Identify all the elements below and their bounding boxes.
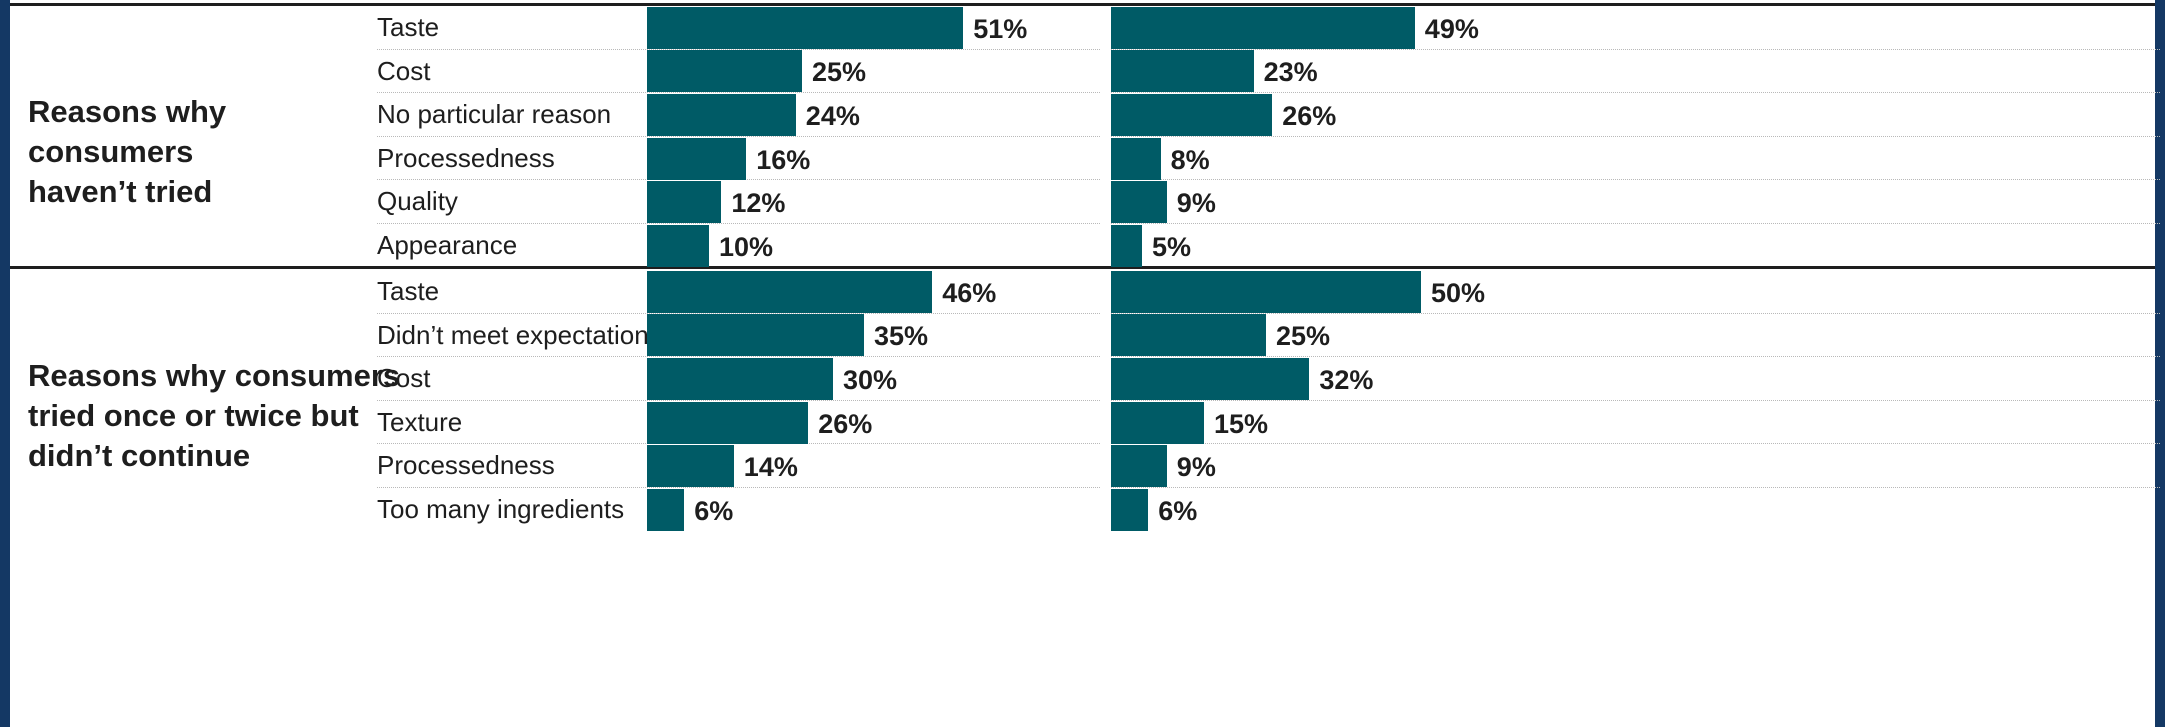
bar [647, 137, 747, 180]
data-label: 12% [731, 188, 786, 219]
data-label: 26% [1282, 101, 1337, 131]
category-label: Taste [377, 276, 440, 306]
category-label: Too many ingredients [377, 494, 625, 524]
bar [1111, 50, 1254, 93]
category-label: Taste [377, 12, 440, 42]
data-label: 50% [1431, 277, 1486, 308]
top-rule [10, 3, 2155, 6]
data-label: 6% [694, 495, 734, 526]
data-label: 26% [818, 408, 873, 439]
row-separator [377, 443, 1100, 445]
bar [1111, 94, 1273, 136]
bar [647, 94, 796, 136]
category-label: Texture [377, 406, 463, 437]
data-label: 14% [743, 452, 798, 483]
bar [647, 358, 833, 400]
row-separator [1111, 135, 2160, 137]
row-separator [1111, 312, 2160, 314]
data-label: 49% [1424, 13, 1479, 44]
row-separator [377, 48, 1100, 50]
row-separator [377, 223, 1100, 224]
group-label-line: tried once or twice but [28, 398, 359, 433]
group-label-line: consumers [28, 134, 194, 169]
row-separator [1111, 443, 2160, 445]
section-divider [10, 266, 2155, 269]
row-separator [1111, 179, 2160, 181]
group-label: Reasons why consumers haven’t tried [28, 92, 498, 212]
bar [647, 488, 685, 531]
row-separator [377, 399, 1100, 401]
bar [647, 401, 809, 444]
bar [1111, 488, 1149, 531]
category-label: Quality [377, 186, 458, 217]
data-label: 15% [1214, 408, 1269, 439]
group-label: Reasons why consumers tried once or twice… [28, 356, 498, 476]
data-label: 9% [1176, 452, 1216, 483]
frame-right [2155, 0, 2165, 727]
data-label: 9% [1176, 188, 1216, 219]
data-label: 23% [1263, 57, 1318, 88]
row-separator [1111, 48, 2160, 50]
data-label: 35% [874, 321, 929, 352]
bar [1111, 137, 1161, 180]
bar [647, 314, 864, 357]
data-label: 51% [973, 13, 1028, 44]
bar [1111, 270, 1421, 313]
row-separator [377, 487, 1100, 488]
data-label: 5% [1152, 231, 1192, 262]
bar [647, 270, 933, 313]
bar [1111, 445, 1167, 488]
row-separator [377, 92, 1100, 94]
bar [647, 50, 802, 93]
group-label-line: Reasons why consumers [28, 358, 401, 393]
bar [1111, 358, 1310, 400]
data-label: 16% [756, 144, 811, 175]
row-separator [377, 135, 1100, 137]
bar [647, 6, 964, 49]
group-label-line: Reasons why [28, 94, 227, 129]
bar [1111, 401, 1204, 444]
group-label-line: didn’t continue [28, 438, 251, 473]
bar [1111, 314, 1266, 357]
row-separator [1111, 92, 2160, 94]
category-label: Didn’t meet expectations [377, 319, 662, 350]
bar [1111, 6, 1415, 49]
data-label: 46% [942, 277, 997, 308]
bar [1111, 224, 1142, 267]
bar [647, 445, 734, 488]
data-label: 32% [1319, 365, 1374, 395]
group-label-line: haven’t tried [28, 174, 213, 209]
data-label: 10% [719, 231, 774, 262]
category-label: Cost [377, 363, 431, 394]
row-separator [377, 356, 1100, 358]
category-label: No particular reason [377, 99, 612, 130]
row-separator [377, 312, 1100, 314]
bar [1111, 181, 1167, 224]
row-separator [1111, 223, 2160, 224]
data-label: 8% [1170, 144, 1210, 175]
row-separator [1111, 356, 2160, 358]
data-label: 30% [843, 365, 898, 395]
category-label: Appearance [377, 230, 518, 260]
bar [647, 181, 722, 224]
data-label: 25% [812, 57, 867, 88]
data-label: 25% [1276, 321, 1331, 352]
bar [647, 224, 709, 267]
category-label: Processedness [377, 142, 555, 173]
frame-left [0, 0, 10, 727]
data-label: 6% [1158, 495, 1198, 526]
row-separator [1111, 487, 2160, 488]
data-label: 24% [805, 101, 860, 131]
category-label: Cost [377, 55, 431, 86]
row-separator [377, 179, 1100, 181]
category-label: Processedness [377, 450, 555, 481]
row-separator [1111, 399, 2160, 401]
